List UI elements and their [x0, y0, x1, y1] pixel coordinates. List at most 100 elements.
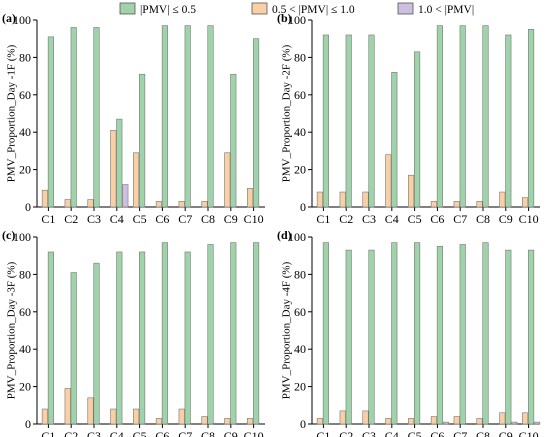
panel-3-label: (c) — [2, 228, 15, 242]
panel-1-bar-s1 — [70, 27, 77, 208]
panel-4-bar-s1 — [414, 242, 421, 425]
panel-2-bar-s1 — [322, 34, 329, 208]
panel-4-bar-s3 — [442, 421, 449, 425]
panel-4-xtick-label: C1 — [316, 429, 330, 437]
panel-4-xtick-label: C8 — [476, 429, 490, 437]
panel-4-bar-s2 — [430, 416, 437, 425]
panel-1-xtick-label: C2 — [64, 212, 78, 226]
panel-3-ytick-label: 40 — [19, 342, 31, 356]
panel-3-xtick-label: C7 — [178, 429, 192, 437]
panel-3-xtick-label: C9 — [224, 429, 238, 437]
panel-1-ytick-label: 100 — [13, 13, 31, 27]
legend-label-3: 1.0 < |PMV| — [418, 4, 474, 16]
panel-4-bar-s3 — [511, 421, 518, 425]
panel-2-bar-s2 — [385, 154, 392, 208]
panel-3-xtick-label: C6 — [155, 429, 169, 437]
panel-3-xtick-label: C10 — [244, 429, 264, 437]
panel-4-bar-s2 — [316, 418, 323, 425]
panel-4-bar-s2 — [362, 410, 369, 425]
panel-2-bar-s2 — [499, 191, 506, 208]
panel-3-bar-s2 — [178, 408, 185, 425]
panel-1-bar-s1 — [253, 38, 260, 208]
panel-3-bar-s1 — [47, 251, 54, 425]
panel-4-ylabel: PMV_Proportion_Day -4F (%) — [281, 261, 293, 399]
panel-1-bar-s2 — [64, 199, 71, 208]
panel-1-xtick-label: C10 — [244, 212, 264, 226]
panel-4-ytick-label: 100 — [288, 230, 306, 244]
legend-swatch-1 — [119, 2, 136, 15]
panel-1-bar-s2 — [110, 130, 117, 208]
panel-3-ytick-label: 60 — [19, 305, 31, 319]
panel-4-ytick-label: 80 — [294, 267, 306, 281]
panel-1-xtick-label: C3 — [87, 212, 101, 226]
panel-2-ytick-label: 60 — [294, 88, 306, 102]
panel-1-bar-s2 — [224, 152, 231, 208]
panel-3-bar-s2 — [133, 408, 140, 425]
panel-2-ytick-label: 40 — [294, 125, 306, 139]
panel-1-bar-s1 — [47, 36, 54, 208]
panel-2-bar-s2 — [453, 201, 460, 208]
panel-1-ylabel: PMV_Proportion_Day -1F (%) — [6, 44, 18, 182]
panel-1-xtick-label: C5 — [133, 212, 147, 226]
panel-2-bar-s1 — [505, 34, 512, 208]
panel-1-xtick-label: C1 — [41, 212, 55, 226]
panel-1-ytick-label: 80 — [19, 50, 31, 64]
panel-1-bar-s1 — [184, 25, 191, 208]
panel-3-bar-s2 — [201, 416, 208, 425]
panel-2-bar-s1 — [414, 51, 421, 208]
panel-1-ytick-label: 60 — [19, 88, 31, 102]
panel-2-bar-s2 — [476, 201, 483, 208]
panel-2-xtick-label: C4 — [385, 212, 399, 226]
panel-1-xtick-label: C8 — [201, 212, 215, 226]
panel-2-bar-s1 — [482, 25, 489, 208]
legend-swatch-3 — [397, 2, 414, 15]
panel-4-bar-s2 — [476, 418, 483, 425]
panel-3-xtick-label: C4 — [110, 429, 124, 437]
panel-4-bar-s2 — [499, 412, 506, 425]
panel-1-bar-s2 — [201, 201, 208, 208]
panel-3-ytick-label: 100 — [13, 230, 31, 244]
panel-1-label: (a) — [2, 11, 16, 25]
panel-3-ytick-label: 0 — [25, 417, 31, 431]
panel-2-ylabel: PMV_Proportion_Day -2F (%) — [281, 44, 293, 182]
panel-4-xtick-label: C4 — [385, 429, 399, 437]
panel-1-xtick-label: C7 — [178, 212, 192, 226]
panel-3-bar-s1 — [93, 262, 100, 425]
panel-4-bar-s1 — [436, 246, 443, 425]
panel-3-bar-s1 — [207, 244, 214, 425]
panel-3-bar-s2 — [155, 418, 162, 425]
panel-4-bar-s2 — [385, 418, 392, 425]
panel-2-xtick-label: C2 — [339, 212, 353, 226]
panel-4-bar-s1 — [505, 249, 512, 425]
panel-2-bar-s2 — [339, 191, 346, 208]
panel-1-ytick-label: 40 — [19, 125, 31, 139]
panel-2-bar-s2 — [316, 191, 323, 208]
panel-3-xtick-label: C5 — [133, 429, 147, 437]
panel-3-bar-s1 — [253, 242, 260, 425]
panel-4-ytick-label: 20 — [294, 380, 306, 394]
panel-3-bar-s1 — [139, 251, 146, 425]
panel-3-ytick-label: 20 — [19, 380, 31, 394]
panel-4-bar-s1 — [391, 242, 398, 425]
panel-2-xtick-label: C1 — [316, 212, 330, 226]
panel-1-xtick-label: C6 — [155, 212, 169, 226]
panel-4-bar-s2 — [339, 410, 346, 425]
panel-2-bar-s1 — [436, 25, 443, 208]
panel-2-bar-s2 — [522, 197, 529, 208]
panel-2-xtick-label: C6 — [430, 212, 444, 226]
panel-1-bar-s2 — [41, 189, 48, 208]
panel-3-bar-s2 — [41, 408, 48, 425]
panel-4-bar-s2 — [408, 418, 415, 425]
legend-swatch-2 — [251, 2, 268, 15]
panel-2-xtick-label: C3 — [362, 212, 376, 226]
panel-4-xtick-label: C2 — [339, 429, 353, 437]
panel-4-xtick-label: C7 — [453, 429, 467, 437]
panel-2-bar-s2 — [430, 201, 437, 208]
panel-4-bar-s1 — [459, 244, 466, 425]
panel-3-bar-s1 — [161, 242, 168, 425]
panel-3-xtick-label: C2 — [64, 429, 78, 437]
panel-2-bar-s1 — [345, 34, 352, 208]
panel-2-xtick-label: C8 — [476, 212, 490, 226]
panel-3-ytick-label: 80 — [19, 267, 31, 281]
